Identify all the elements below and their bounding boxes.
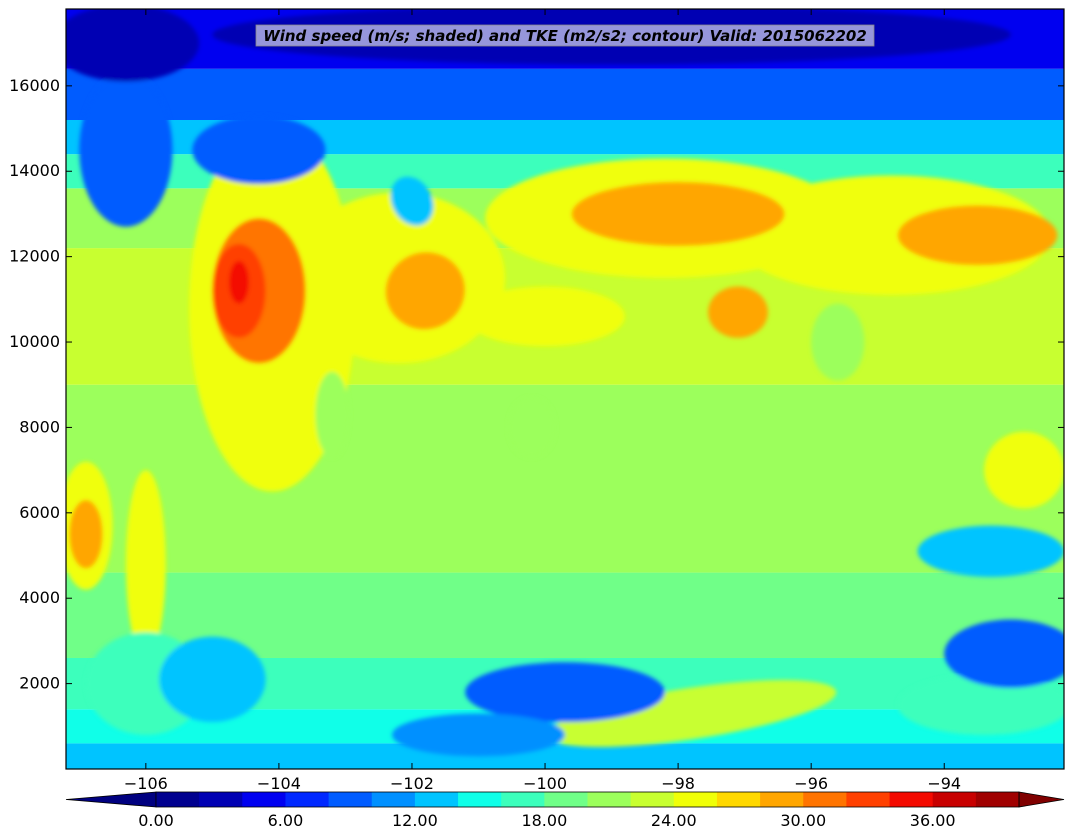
x-tick-label: −102: [390, 774, 434, 793]
field-band: [66, 743, 1064, 769]
field-feature: [465, 286, 625, 347]
wind-speed-field: [66, 9, 1064, 769]
field-feature: [390, 176, 434, 226]
x-tick-label: −96: [794, 774, 828, 793]
colorbar-segment: [458, 792, 502, 807]
colorbar-tick-label: 6.00: [268, 811, 304, 830]
field-feature: [69, 500, 103, 569]
y-axis: 2000 4000 6000 8000 10000 12000 14000 16000: [9, 76, 1064, 693]
field-feature: [571, 181, 785, 246]
colorbar-segment: [846, 792, 891, 807]
colorbar-segment: [889, 792, 934, 807]
y-tick-label: 4000: [19, 588, 60, 607]
colorbar-tick-label: 0.00: [138, 811, 174, 830]
y-tick-label: 14000: [9, 161, 60, 180]
field-feature: [229, 260, 249, 304]
colorbar-tick-label: 36.00: [910, 811, 956, 830]
y-tick-label: 8000: [19, 417, 60, 436]
field-feature: [944, 619, 1064, 688]
field-feature: [66, 9, 200, 82]
colorbar-segment: [501, 792, 545, 807]
colorbar-segment: [156, 792, 200, 807]
colorbar-segment: [975, 792, 1020, 807]
field-feature: [392, 713, 565, 757]
plot-frame: [65, 8, 1065, 770]
field-feature: [508, 397, 556, 458]
colorbar-segment: [544, 792, 588, 807]
colorbar-segment: [242, 792, 286, 807]
x-tick-label: −104: [257, 774, 301, 793]
x-tick-label: −94: [927, 774, 961, 793]
field-feature: [125, 470, 166, 658]
field-feature: [984, 431, 1064, 509]
title-background: [255, 24, 875, 47]
colorbar-segment: [414, 792, 459, 807]
field-feature: [917, 525, 1064, 577]
colorbar-segment: [803, 792, 847, 807]
colorbar-segment: [199, 792, 243, 807]
colorbar-under-arrow: [65, 791, 157, 808]
y-tick-label: 6000: [19, 503, 60, 522]
field-feature: [79, 73, 173, 227]
colorbar-tick-label: 12.00: [392, 811, 438, 830]
colorbar-segment: [673, 792, 718, 807]
colorbar-segment: [932, 792, 977, 807]
field-feature: [897, 675, 1064, 735]
field-feature: [192, 115, 326, 185]
field-feature: [708, 286, 768, 338]
colorbar-segment: [328, 792, 373, 807]
plot-area: [66, 9, 1064, 769]
chart-title-box: Wind speed (m/s; shaded) and TKE (m2/s2;…: [255, 24, 875, 47]
field-band: [66, 68, 1064, 121]
field-feature: [315, 371, 349, 458]
colorbar-segment: [285, 792, 330, 807]
field-feature: [385, 252, 465, 330]
y-tick-label: 16000: [9, 76, 60, 95]
colorbar-segment: [587, 792, 632, 807]
chart-title: Wind speed (m/s; shaded) and TKE (m2/s2;…: [263, 27, 867, 45]
colorbar-segment: [371, 792, 416, 807]
colorbar-tick-label: 24.00: [651, 811, 697, 830]
field-feature: [465, 662, 665, 723]
y-tick-label: 2000: [19, 674, 60, 693]
colorbar-frame: [155, 791, 1020, 808]
field-feature: [897, 205, 1058, 266]
y-tick-label: 10000: [9, 332, 60, 351]
colorbar-tick-label: 18.00: [521, 811, 567, 830]
x-tick-label: −100: [523, 774, 567, 793]
field-features: [66, 9, 1064, 757]
x-axis: −106 −104 −102 −100 −98 −96 −94: [124, 9, 961, 793]
colorbar-segment: [716, 792, 761, 807]
colorbar-segment: [760, 792, 804, 807]
x-tick-label: −98: [661, 774, 695, 793]
colorbar-over-arrow: [1018, 791, 1065, 808]
field-feature: [811, 303, 865, 381]
x-tick-label: −106: [124, 774, 168, 793]
y-tick-label: 12000: [9, 247, 60, 266]
field-feature: [546, 680, 837, 747]
colorbar-tick-label: 30.00: [780, 811, 826, 830]
colorbar: 0.00 6.00 12.00 18.00 24.00 30.00 36.00: [65, 791, 1065, 830]
colorbar-segment: [630, 792, 675, 807]
field-feature: [159, 636, 266, 723]
